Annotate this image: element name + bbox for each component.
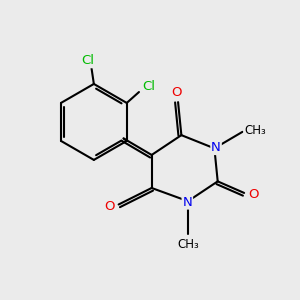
- Text: CH₃: CH₃: [244, 124, 266, 137]
- Text: O: O: [248, 188, 259, 201]
- Text: N: N: [182, 196, 192, 209]
- Text: CH₃: CH₃: [178, 238, 200, 250]
- Text: Cl: Cl: [81, 54, 94, 67]
- Text: O: O: [104, 200, 115, 213]
- Text: Cl: Cl: [142, 80, 155, 93]
- Text: N: N: [211, 141, 221, 154]
- Text: O: O: [171, 86, 182, 99]
